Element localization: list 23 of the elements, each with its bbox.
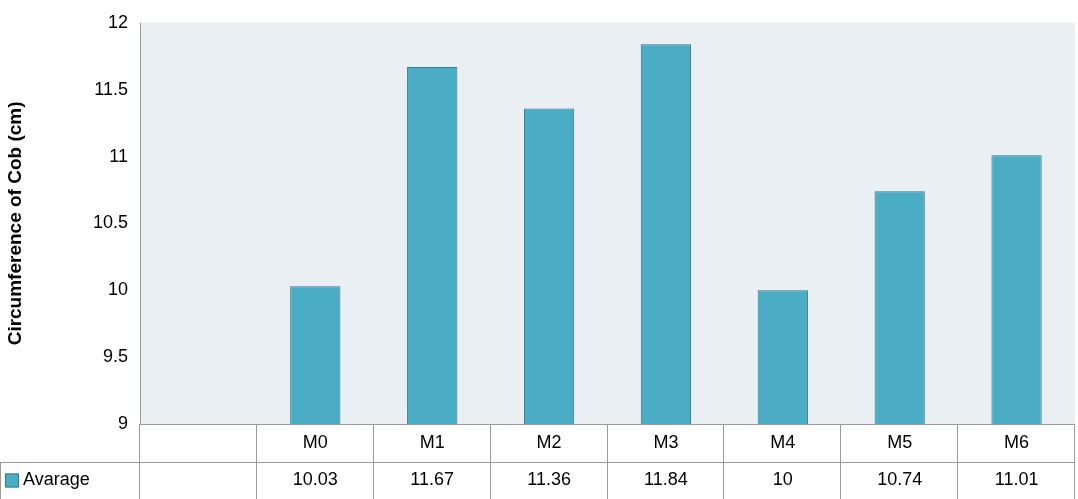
- x-tick-label: M4: [770, 431, 796, 452]
- legend-label: Avarage: [23, 469, 90, 490]
- x-tick-label: M6: [1004, 431, 1030, 452]
- x-tick-label: M1: [419, 431, 445, 452]
- data-label: 11.01: [994, 469, 1039, 490]
- y-tick-label: 9: [117, 412, 128, 433]
- data-label: 11.36: [527, 469, 571, 490]
- data-label: 10.74: [877, 469, 923, 490]
- x-tick-label: M2: [536, 431, 562, 452]
- y-tick-label: 11.5: [94, 78, 128, 99]
- y-tick-label: 10.5: [92, 212, 128, 233]
- y-tick-label: 9.5: [102, 346, 128, 367]
- data-label: 10: [772, 469, 793, 490]
- data-label: 10.03: [292, 469, 338, 490]
- x-tick-label: M0: [302, 431, 328, 452]
- x-tick-label: M5: [887, 431, 913, 452]
- y-tick-label: 10: [107, 279, 128, 300]
- x-tick-label: M3: [653, 431, 679, 452]
- data-label: 11.67: [410, 469, 455, 490]
- y-tick-label: 12: [107, 11, 128, 32]
- data-label: 11.84: [644, 469, 688, 490]
- y-axis-title: Circumference of Cob (cm): [3, 101, 25, 346]
- y-tick-label: 11: [109, 145, 128, 166]
